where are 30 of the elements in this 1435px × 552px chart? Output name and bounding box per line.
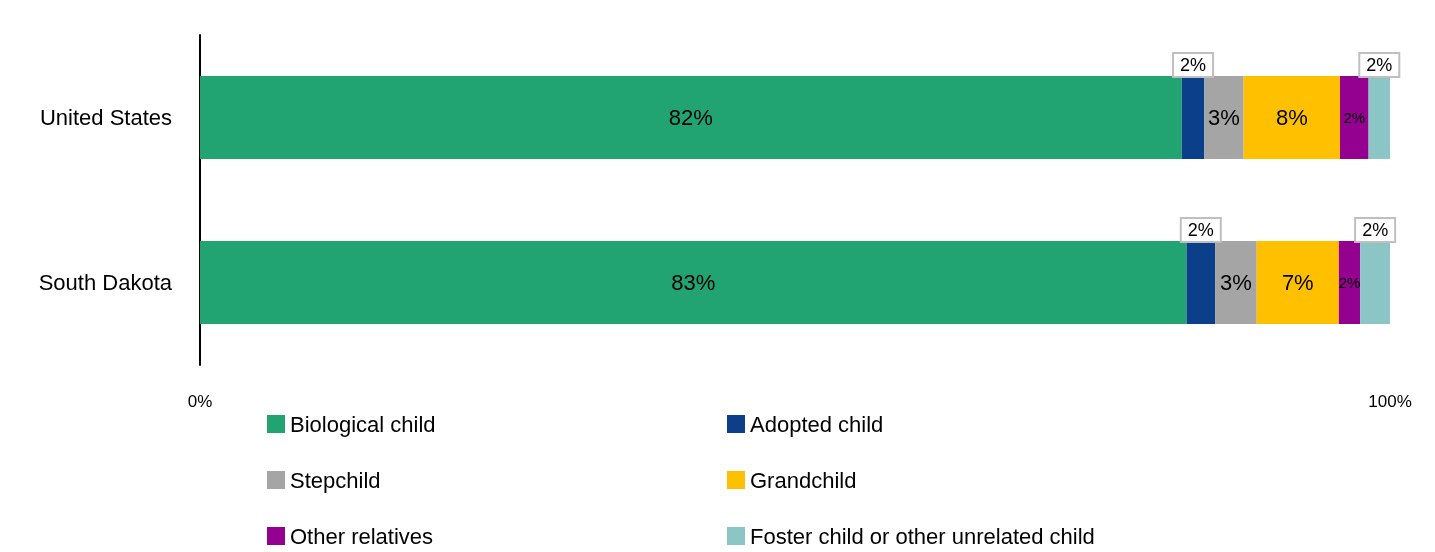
data-label: 3% [1220,270,1252,295]
legend-label: Stepchild [290,467,381,493]
bar [200,76,1182,159]
data-label: 8% [1275,105,1308,130]
bar [200,241,1187,324]
bar [1243,76,1341,159]
legend-label: Biological child [290,411,436,437]
legend-label: Adopted child [750,411,884,437]
data-label: 2% [1187,220,1214,240]
data-label: 2% [1366,55,1393,75]
bar [1215,241,1257,324]
data-label: 2% [1338,274,1361,291]
data-label: 82% [668,105,713,130]
data-label: 3% [1208,105,1240,130]
data-label: 7% [1281,270,1314,295]
data-label: 2% [1343,109,1366,126]
bar [1338,241,1361,324]
legend-label: Other relatives [290,523,434,549]
bar [1340,76,1369,159]
data-label: 2% [1362,220,1389,240]
x-tick-label: 100% [1368,392,1412,411]
bar [1204,76,1244,159]
x-tick-label: 0% [187,392,213,411]
data-label: 2% [1180,55,1207,75]
legend-label: Grandchild [750,467,857,493]
legend-label: Foster child or other unrelated child [750,523,1095,549]
y-tick-label: South Dakota [38,270,173,295]
data-label: 83% [671,270,716,295]
bar [1256,241,1339,324]
y-tick-label: United States [39,105,172,130]
